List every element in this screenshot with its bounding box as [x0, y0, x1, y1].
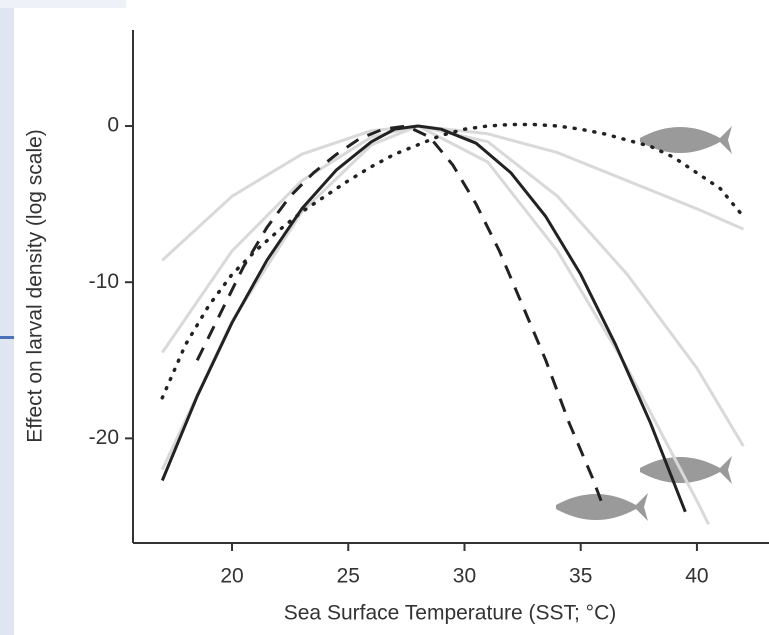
- series-line: [160, 124, 687, 513]
- fish-icons: [556, 126, 732, 521]
- x-tick-label: 35: [569, 565, 592, 588]
- series-line: [161, 124, 745, 262]
- series-line: [160, 122, 746, 400]
- y-tick-label: -20: [89, 426, 119, 449]
- x-tick-label: 20: [220, 565, 243, 588]
- y-tick-label: 0: [107, 114, 119, 137]
- x-axis-label: Sea Surface Temperature (SST; °C): [284, 602, 616, 625]
- y-axis-label: Effect on larval density (log scale): [24, 129, 47, 443]
- series-line: [195, 124, 606, 510]
- side-strip: [0, 0, 126, 635]
- y-tick-label: -10: [89, 270, 119, 293]
- series-line: [160, 124, 710, 525]
- x-tick-label: 25: [337, 565, 360, 588]
- x-tick-label: 30: [453, 565, 476, 588]
- x-tick-label: 40: [685, 565, 708, 588]
- series-line: [161, 124, 745, 447]
